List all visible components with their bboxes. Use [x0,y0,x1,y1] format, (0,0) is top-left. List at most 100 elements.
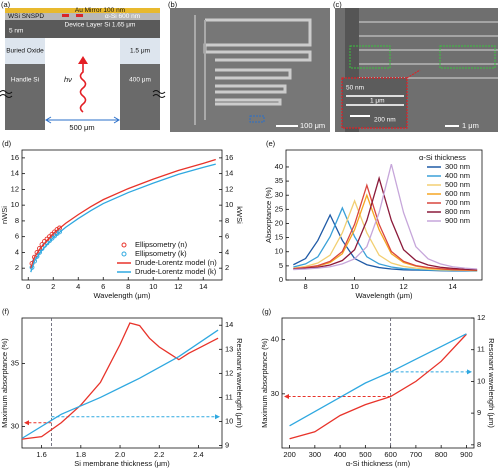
x-tick-label: 6 [101,282,105,291]
x-axis-label: Wavelength (μm) [94,291,151,300]
y2-tick-label: 9 [477,408,481,417]
y-tick-label: 14 [11,169,19,178]
y-tick-label: 4 [15,247,19,256]
x-tick-label: 14 [448,282,456,291]
legend-label: 700 nm [445,198,470,207]
x-tick-label: 12 [174,282,182,291]
inset-label: 50 nm [346,85,364,92]
scale-label: 100 μm [300,121,325,130]
y2-tick-label: 16 [225,153,233,162]
line [30,158,216,269]
layer-label: WSi SNSPD [8,13,44,20]
x-tick-label: 10 [350,282,358,291]
break-mark [0,90,166,98]
y2-tick-label: 11 [477,345,485,354]
scale-bar [445,125,459,127]
y-axis-label: Maximum absorptance (%) [260,338,269,428]
x-tick-label: 800 [435,450,448,459]
legend-label: 900 nm [445,216,470,225]
y-axis-label: Maximum absorptance (%) [0,338,9,428]
y-tick-label: 6 [15,232,19,241]
y-tick-label: 15 [275,233,283,242]
y2-axis-label: kWSi [235,206,244,224]
y2-tick-label: 10 [225,417,233,426]
x-tick-label: 8 [126,282,130,291]
inset [341,77,408,129]
width-arrow [45,116,120,124]
y-tick-label: 12 [11,184,19,193]
micrograph: (b) 100 μm [168,0,330,132]
zoom-box [439,45,496,69]
width-label: 500 μm [69,123,94,132]
panel-label: (b) [168,0,178,9]
x-tick-label: 300 [309,450,322,459]
line [289,333,467,440]
inset-link [406,69,421,79]
y-tick-label: 40 [271,335,279,344]
line [293,183,478,271]
layer-label: Au Mirror 100 nm [75,7,125,14]
micrograph: (c) 50 nm 1 μm 200 nm 1 μm [333,0,498,132]
legend-label: Drude-Lorentz model (n) [135,258,217,267]
oxide [5,38,45,64]
y-axis-label: nWSi [0,206,9,224]
panel-label: (c) [333,0,342,9]
y2-axis-label: Resonant wavelength (μm) [235,338,244,428]
x-axis-label: Si membrane thickness (μm) [74,459,170,468]
x-tick-label: 400 [334,450,347,459]
layer-label: Handle Si [11,77,39,84]
y-tick-label: 8 [15,216,19,225]
arrow-head [24,420,29,426]
x-tick-label: 14 [199,282,207,291]
nanowire [76,14,83,17]
legend-marker [121,242,127,248]
y-tick-label: 10 [275,247,283,256]
x-axis-label: Wavelength (μm) [356,291,413,300]
photon [79,62,87,113]
nanowire [62,14,69,17]
scale-label: 1 μm [462,121,479,130]
x-tick-label: 2 [51,282,55,291]
y-tick-label: 35 [11,358,19,367]
line [21,322,219,440]
zoom-box [349,45,391,69]
y-tick-label: 10 [11,200,19,209]
y2-tick-label: 4 [225,247,229,256]
line [293,175,478,271]
x-tick-label: 900 [460,450,473,459]
line [289,333,467,427]
x-tick-label: 12 [399,282,407,291]
line [30,163,216,273]
panel-label: (f) [2,307,10,316]
y2-tick-label: 9 [225,441,229,450]
y2-tick-label: 2 [225,263,229,272]
panel-label: (d) [2,139,12,148]
x-tick-label: 2.2 [154,450,164,459]
x-tick-label: 600 [384,450,397,459]
panel-label: (a) [1,0,11,9]
line [21,329,219,439]
x-tick-label: 700 [410,450,423,459]
x-tick-label: 2.4 [193,450,203,459]
y-tick-label: 2 [15,263,19,272]
scale-bar [276,125,298,127]
arrow-head [284,394,289,400]
legend-label: Drude-Lorentz model (k) [135,267,217,276]
legend-label: 400 nm [445,171,470,180]
y-axis-label: Absorptance (%) [264,187,273,243]
layer-label: Device Layer Si 1.65 μm [65,22,136,29]
y-tick-label: 5 [279,261,283,270]
y2-tick-label: 12 [225,368,233,377]
y2-tick-label: 13 [225,344,233,353]
inset-wires [346,95,404,106]
y2-tick-label: 8 [477,440,481,449]
panel-label: (g) [262,307,272,316]
y2-tick-label: 8 [225,216,229,225]
legend-label: 600 nm [445,189,470,198]
arrow-head [78,56,88,64]
scale-bar [350,115,370,117]
x-tick-label: 0 [26,282,30,291]
legend-label: 800 nm [445,207,470,216]
x-tick-label: 1.8 [76,450,86,459]
